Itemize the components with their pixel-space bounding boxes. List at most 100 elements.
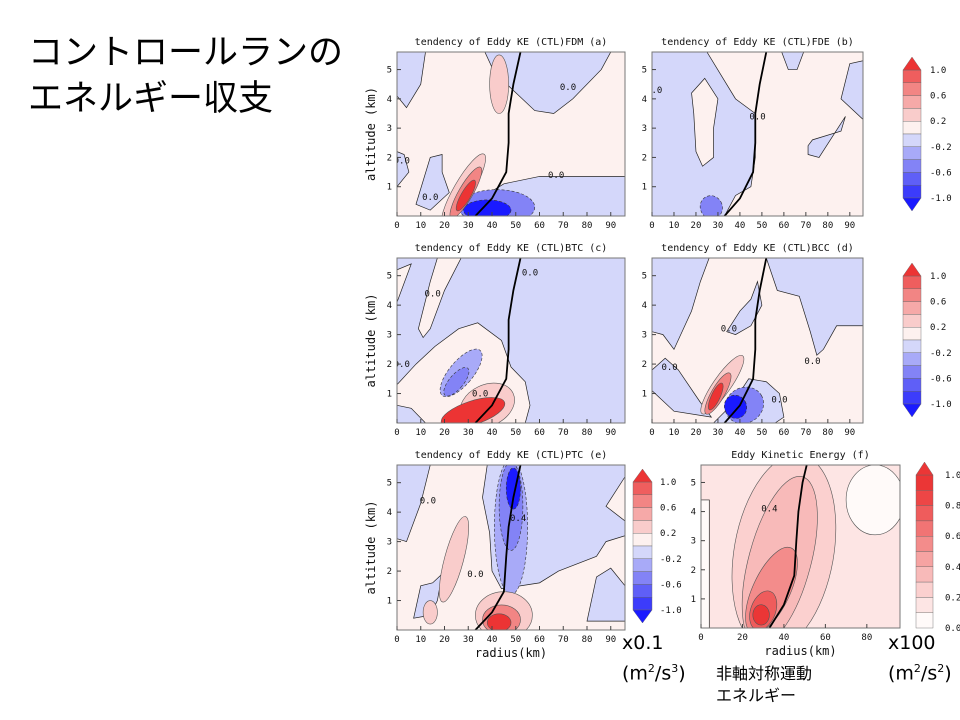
rmw-line bbox=[474, 465, 522, 630]
colorbar-cb1: 1.0 0.6 0.2 -0.2 -0.6 -1.0 bbox=[902, 56, 952, 212]
y-tick-label: 1 bbox=[642, 390, 647, 400]
x-axis-label: radius(km) bbox=[764, 644, 836, 658]
y-tick-label: 3 bbox=[387, 538, 392, 548]
colorbar-band bbox=[902, 146, 922, 160]
x-tick-label: 20 bbox=[691, 221, 702, 231]
contour-region bbox=[708, 382, 724, 411]
colorbar-band bbox=[915, 505, 934, 522]
x-tick-label: 40 bbox=[734, 428, 745, 438]
unit-part: (m bbox=[888, 662, 914, 685]
x-tick-label: 40 bbox=[778, 633, 789, 643]
y-tick-label: 1 bbox=[691, 595, 696, 605]
x-tick-label: 70 bbox=[558, 428, 569, 438]
x-axis-label: radius(km) bbox=[475, 646, 547, 660]
contour-region bbox=[415, 154, 450, 211]
colorbar-label: -0.6 bbox=[660, 580, 682, 590]
contour-region bbox=[397, 263, 412, 303]
x-tick-label: 40 bbox=[487, 635, 498, 645]
colorbar-label: 0.6 bbox=[945, 532, 960, 542]
colorbar-label: 0.2 bbox=[930, 323, 946, 333]
x-tick-label: 80 bbox=[582, 428, 593, 438]
y-tick-label: 5 bbox=[387, 479, 392, 489]
panel-b: tendency of Eddy KE (CTL)FDE (b) 0.0 0.0 0 1… bbox=[642, 37, 864, 231]
slide-title-line1: コントロールランの bbox=[28, 33, 344, 73]
y-tick-label: 2 bbox=[642, 360, 647, 370]
colorbar-band bbox=[915, 612, 934, 629]
y-tick-label: 5 bbox=[691, 478, 696, 488]
contour-region bbox=[422, 600, 438, 625]
x-tick-label: 80 bbox=[822, 221, 833, 231]
colorbar-band bbox=[632, 481, 653, 496]
x-tick-label: 80 bbox=[582, 221, 593, 231]
contour-label: 0.0 bbox=[467, 570, 483, 580]
x-tick-label: 10 bbox=[669, 428, 680, 438]
plot-area: 0.4 bbox=[701, 465, 900, 628]
y-tick-label: 5 bbox=[642, 66, 647, 76]
eke-units: x100 (m2/s2) bbox=[888, 630, 952, 686]
colorbar-label: 0.2 bbox=[930, 117, 946, 127]
plot-frame bbox=[396, 51, 626, 217]
contour-label: 0.0 bbox=[749, 112, 765, 122]
x-tick-label: 0 bbox=[394, 221, 399, 231]
contour-region bbox=[807, 116, 846, 158]
colorbar-band bbox=[902, 95, 922, 109]
x-tick-label: 20 bbox=[439, 428, 450, 438]
y-tick-label: 2 bbox=[387, 567, 392, 577]
colorbar-label: -0.2 bbox=[660, 555, 682, 565]
plot-area: 0.0 0.0 bbox=[652, 52, 863, 216]
x-tick-label: 50 bbox=[510, 428, 521, 438]
rmw-line bbox=[474, 258, 522, 423]
contour-label: 0.0 bbox=[560, 83, 576, 93]
x-tick-label: 70 bbox=[558, 221, 569, 231]
contour-region bbox=[463, 199, 512, 216]
x-tick-label: 50 bbox=[510, 221, 521, 231]
contour-region bbox=[439, 516, 469, 603]
x-tick-label: 0 bbox=[394, 635, 399, 645]
x-tick-label: 80 bbox=[582, 635, 593, 645]
colorbar-label: 1.0 bbox=[660, 478, 676, 488]
colorbar-band bbox=[632, 597, 653, 611]
y-tick-label: 3 bbox=[387, 331, 392, 341]
contour-label: 0.0 bbox=[661, 363, 677, 373]
y-tick-label: 5 bbox=[387, 66, 392, 76]
colorbar-band bbox=[902, 69, 922, 84]
x-tick-label: 70 bbox=[800, 221, 811, 231]
colorbar-band bbox=[915, 566, 934, 583]
x-tick-label: 0 bbox=[394, 428, 399, 438]
panel-title: tendency of Eddy KE (CTL)FDM (a) bbox=[415, 37, 608, 48]
y-tick-label: 1 bbox=[387, 597, 392, 607]
contour-region bbox=[486, 613, 512, 630]
contour-region bbox=[489, 54, 509, 114]
x-tick-label: 60 bbox=[534, 428, 545, 438]
x-tick-label: 90 bbox=[605, 428, 616, 438]
colorbar-label: 0.4 bbox=[945, 563, 960, 573]
colorbar-label: 1.0 bbox=[930, 66, 946, 76]
y-tick-label: 2 bbox=[387, 360, 392, 370]
contour-region bbox=[765, 258, 863, 356]
caption-line2: エネルギー bbox=[716, 686, 797, 705]
contour-label: 0.0 bbox=[472, 389, 488, 399]
colorbar-arrow-bottom bbox=[902, 403, 922, 418]
panel-title: tendency of Eddy KE (CTL)BTC (c) bbox=[415, 243, 608, 254]
contour-label: 0.0 bbox=[804, 357, 820, 367]
x-tick-label: 10 bbox=[669, 221, 680, 231]
colorbar-band bbox=[902, 391, 922, 405]
panel-title: tendency of Eddy KE (CTL)BCC (d) bbox=[661, 243, 854, 254]
contour-label: 0.0 bbox=[420, 496, 436, 506]
rmw-line bbox=[474, 52, 522, 216]
plot-area: 0.0 0.0 0.0 0.0 bbox=[397, 258, 625, 423]
y-tick-label: 4 bbox=[387, 95, 392, 105]
y-tick-label: 2 bbox=[387, 153, 392, 163]
contour-label: 0.0 bbox=[394, 156, 410, 166]
x-tick-label: 30 bbox=[713, 428, 724, 438]
colorbar-band bbox=[902, 159, 922, 173]
plot-area: 0.0 0.4 0.0 bbox=[397, 465, 625, 630]
contour-region bbox=[397, 465, 431, 543]
contour-region bbox=[752, 604, 770, 626]
panel-title: Eddy Kinetic Energy (f) bbox=[731, 450, 869, 461]
contour-region bbox=[701, 499, 710, 628]
colorbar-band bbox=[902, 339, 922, 354]
y-tick-label: 5 bbox=[642, 272, 647, 282]
tendency-units: x0.1 (m2/s3) bbox=[622, 630, 686, 686]
